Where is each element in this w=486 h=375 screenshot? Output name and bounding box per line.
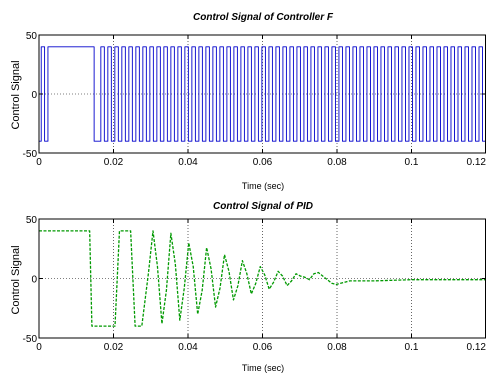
x-tick-label: 0.02 <box>104 342 124 353</box>
x-tick-label: 0.02 <box>104 157 124 168</box>
x-tick-label: 0.06 <box>253 342 273 353</box>
x-tick-label: 0 <box>36 342 42 353</box>
x-axis-label: Time (sec) <box>242 363 284 373</box>
chart-controller-f: Control Signal of Controller F Time (sec… <box>10 12 486 191</box>
x-axis-label: Time (sec) <box>242 181 284 191</box>
plot-area <box>39 219 486 338</box>
x-tick-label: 0.04 <box>178 157 198 168</box>
chart-pid: Control Signal of PID Time (sec) Control… <box>10 201 486 373</box>
series-line-0 <box>39 230 486 327</box>
x-tick-label: 0.1 <box>405 157 419 168</box>
y-tick-label: 50 <box>26 31 38 42</box>
x-tick-label: 0.12 <box>467 157 486 168</box>
y-axis-label: Control Signal <box>10 245 22 314</box>
y-tick-label: 0 <box>31 275 37 286</box>
y-tick-label: 0 <box>31 90 37 101</box>
chart-title: Control Signal of Controller F <box>193 12 334 23</box>
series-line-0 <box>39 46 486 142</box>
y-axis-label: Control Signal <box>10 60 22 129</box>
y-tick-label: -50 <box>23 149 38 160</box>
x-tick-label: 0.06 <box>253 157 273 168</box>
y-tick-label: 50 <box>26 215 38 226</box>
x-tick-label: 0 <box>36 157 42 168</box>
x-tick-label: 0.08 <box>327 342 347 353</box>
chart-title: Control Signal of PID <box>213 201 313 212</box>
x-tick-label: 0.04 <box>178 342 198 353</box>
x-tick-label: 0.12 <box>467 342 486 353</box>
plot-area <box>39 35 486 153</box>
y-tick-label: -50 <box>23 334 38 345</box>
x-tick-label: 0.08 <box>327 157 347 168</box>
x-tick-label: 0.1 <box>405 342 419 353</box>
